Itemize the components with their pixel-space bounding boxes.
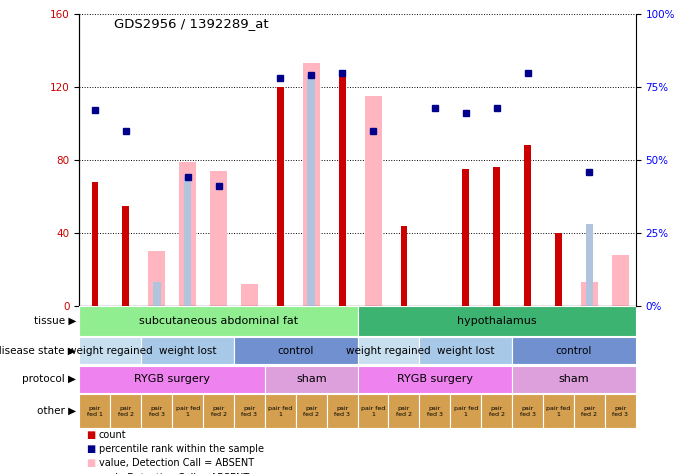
Bar (339, 76, 346, 306)
Text: sham: sham (558, 374, 589, 384)
Text: pair fed
1: pair fed 1 (453, 406, 478, 417)
Text: pair
fed 3: pair fed 3 (427, 406, 443, 417)
Bar (303, 64, 320, 306)
Bar (493, 167, 500, 306)
Text: pair
fed 3: pair fed 3 (334, 406, 350, 417)
Text: sham: sham (296, 374, 327, 384)
Bar (111, 394, 141, 428)
Text: ■: ■ (86, 458, 95, 468)
Bar (234, 394, 265, 428)
Text: other ▶: other ▶ (37, 406, 76, 416)
Bar (265, 394, 296, 428)
Text: pair
fed 2: pair fed 2 (489, 406, 504, 417)
Text: protocol ▶: protocol ▶ (22, 374, 76, 384)
Bar (91, 182, 98, 306)
Bar (543, 394, 574, 428)
Text: pair fed
1: pair fed 1 (176, 406, 200, 417)
Text: control: control (556, 346, 592, 356)
Bar (574, 394, 605, 428)
Text: subcutaneous abdominal fat: subcutaneous abdominal fat (139, 316, 298, 326)
Text: ■: ■ (86, 473, 95, 474)
Text: rank, Detection Call = ABSENT: rank, Detection Call = ABSENT (99, 473, 249, 474)
Text: pair
fed 3: pair fed 3 (612, 406, 628, 417)
Bar (122, 206, 129, 306)
Text: pair
fed 1: pair fed 1 (87, 406, 103, 417)
Text: ■: ■ (86, 444, 95, 454)
Text: pair fed
1: pair fed 1 (268, 406, 292, 417)
Text: RYGB surgery: RYGB surgery (134, 374, 210, 384)
Text: pair
fed 2: pair fed 2 (396, 406, 412, 417)
Text: pair
fed 2: pair fed 2 (303, 406, 319, 417)
Text: weight regained: weight regained (346, 346, 430, 356)
Text: value, Detection Call = ABSENT: value, Detection Call = ABSENT (99, 458, 254, 468)
Bar (481, 394, 512, 428)
Bar (512, 394, 543, 428)
Bar (79, 337, 141, 365)
Text: pair fed
1: pair fed 1 (361, 406, 385, 417)
Text: RYGB surgery: RYGB surgery (397, 374, 473, 384)
Text: count: count (99, 430, 126, 440)
Bar (512, 337, 636, 365)
Text: hypothalamus: hypothalamus (457, 316, 536, 326)
Text: weight lost: weight lost (159, 346, 216, 356)
Bar (184, 177, 191, 306)
Bar (358, 306, 636, 336)
Text: pair
fed 2: pair fed 2 (118, 406, 134, 417)
Text: pair
fed 2: pair fed 2 (581, 406, 597, 417)
Bar (419, 394, 451, 428)
Bar (296, 394, 327, 428)
Bar (585, 224, 594, 306)
Bar (307, 75, 315, 306)
Text: GDS2956 / 1392289_at: GDS2956 / 1392289_at (114, 17, 269, 29)
Bar (555, 233, 562, 306)
Bar (241, 284, 258, 306)
Bar (612, 255, 629, 306)
Bar (141, 337, 234, 365)
Bar (277, 87, 284, 306)
Bar (141, 394, 172, 428)
Text: ■: ■ (86, 430, 95, 440)
Bar (419, 337, 512, 365)
Text: pair fed
1: pair fed 1 (547, 406, 571, 417)
Text: weight regained: weight regained (68, 346, 153, 356)
Bar (605, 394, 636, 428)
Bar (512, 365, 636, 393)
Bar (327, 394, 358, 428)
Bar (234, 337, 358, 365)
Bar (401, 226, 408, 306)
Bar (79, 306, 358, 336)
Bar (172, 394, 203, 428)
Text: pair
fed 2: pair fed 2 (211, 406, 227, 417)
Bar (149, 251, 165, 306)
Text: control: control (278, 346, 314, 356)
Bar (358, 337, 419, 365)
Text: weight lost: weight lost (437, 346, 495, 356)
Text: percentile rank within the sample: percentile rank within the sample (99, 444, 264, 454)
Bar (153, 283, 160, 306)
Bar (79, 394, 111, 428)
Bar (358, 394, 388, 428)
Bar (462, 169, 469, 306)
Text: pair
fed 3: pair fed 3 (520, 406, 536, 417)
Bar (524, 146, 531, 306)
Bar (265, 365, 358, 393)
Text: pair
fed 3: pair fed 3 (149, 406, 164, 417)
Text: pair
fed 3: pair fed 3 (241, 406, 258, 417)
Bar (388, 394, 419, 428)
Bar (210, 171, 227, 306)
Bar (79, 365, 265, 393)
Bar (451, 394, 481, 428)
Bar (358, 365, 512, 393)
Bar (179, 162, 196, 306)
Text: disease state ▶: disease state ▶ (0, 346, 76, 356)
Bar (365, 96, 381, 306)
Text: tissue ▶: tissue ▶ (34, 316, 76, 326)
Bar (581, 282, 598, 306)
Bar (203, 394, 234, 428)
